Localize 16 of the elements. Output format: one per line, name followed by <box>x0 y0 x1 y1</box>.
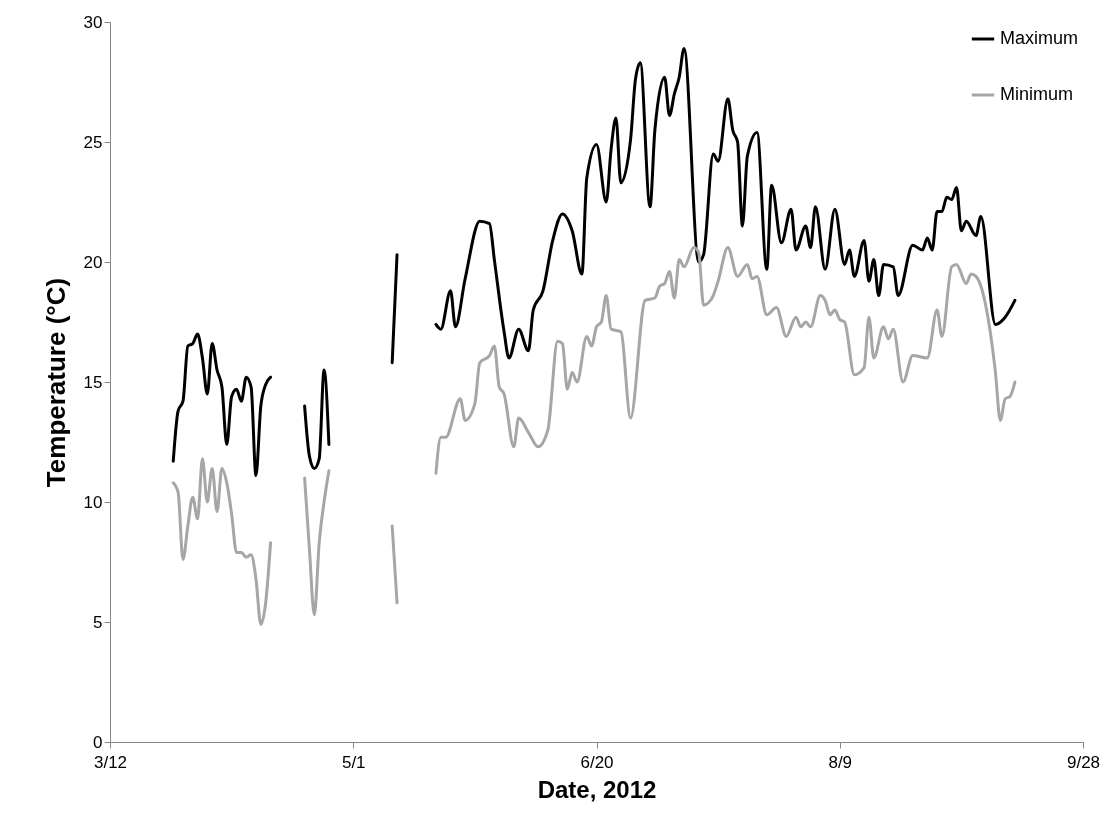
x-tick-label: 3/12 <box>93 752 128 772</box>
y-tick-label: 10 <box>83 492 103 512</box>
y-tick-label: 25 <box>83 132 103 152</box>
x-tick-label: 8/9 <box>828 752 853 772</box>
y-axis-title: Temperature (°C) <box>40 277 71 488</box>
y-tick-label: 5 <box>93 612 103 632</box>
y-tick-label: 15 <box>83 372 103 392</box>
legend-label: Maximum <box>1000 28 1079 48</box>
x-tick-label: 9/28 <box>1066 752 1101 772</box>
y-tick-label: 0 <box>93 732 103 752</box>
y-tick-label: 30 <box>83 12 103 32</box>
legend-label: Minimum <box>1000 84 1074 104</box>
x-axis-title: Date, 2012 <box>537 775 657 803</box>
x-tick-label: 6/20 <box>580 752 614 772</box>
x-tick-label: 5/1 <box>341 752 366 772</box>
y-tick-label: 20 <box>83 252 103 272</box>
